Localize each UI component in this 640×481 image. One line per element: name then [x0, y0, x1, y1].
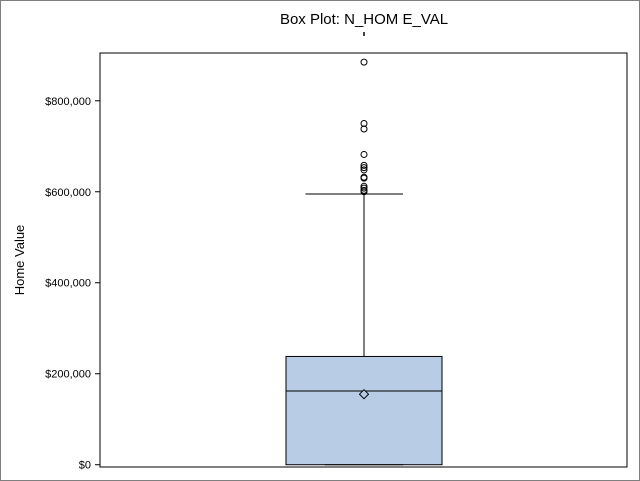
- y-tick-label: $800,000: [45, 96, 91, 108]
- outlier-point: [360, 164, 368, 172]
- plot-area-frame: [99, 52, 628, 468]
- outlier-point: [360, 173, 368, 181]
- outlier-points: [360, 58, 368, 196]
- outlier-point: [360, 186, 368, 194]
- y-tick-label: $0: [79, 460, 91, 472]
- outlier-point: [360, 184, 368, 192]
- outlier-point: [360, 182, 368, 190]
- y-axis: $0 $200,000 $400,000 $600,000 $800,000: [45, 96, 100, 472]
- y-tick-label: $400,000: [45, 278, 91, 290]
- mean-marker: [358, 389, 370, 400]
- outlier-point: [360, 120, 368, 128]
- outlier-point: [360, 161, 368, 169]
- outlier-point: [360, 125, 368, 133]
- y-axis-label: Home Value: [12, 225, 27, 296]
- y-tick-label: $200,000: [45, 369, 91, 381]
- chart-title: Box Plot: N_HOM E_VAL: [280, 11, 448, 28]
- outlier-point: [360, 166, 368, 174]
- y-tick-label: $600,000: [45, 187, 91, 199]
- interquartile-box: [285, 355, 443, 466]
- box-plot: [285, 32, 443, 466]
- outlier-point: [360, 58, 368, 66]
- outlier-point: [360, 150, 368, 158]
